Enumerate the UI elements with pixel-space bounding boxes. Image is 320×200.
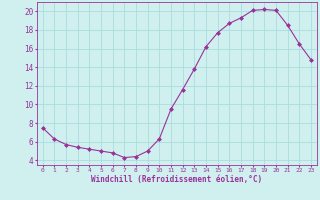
X-axis label: Windchill (Refroidissement éolien,°C): Windchill (Refroidissement éolien,°C) — [91, 175, 262, 184]
